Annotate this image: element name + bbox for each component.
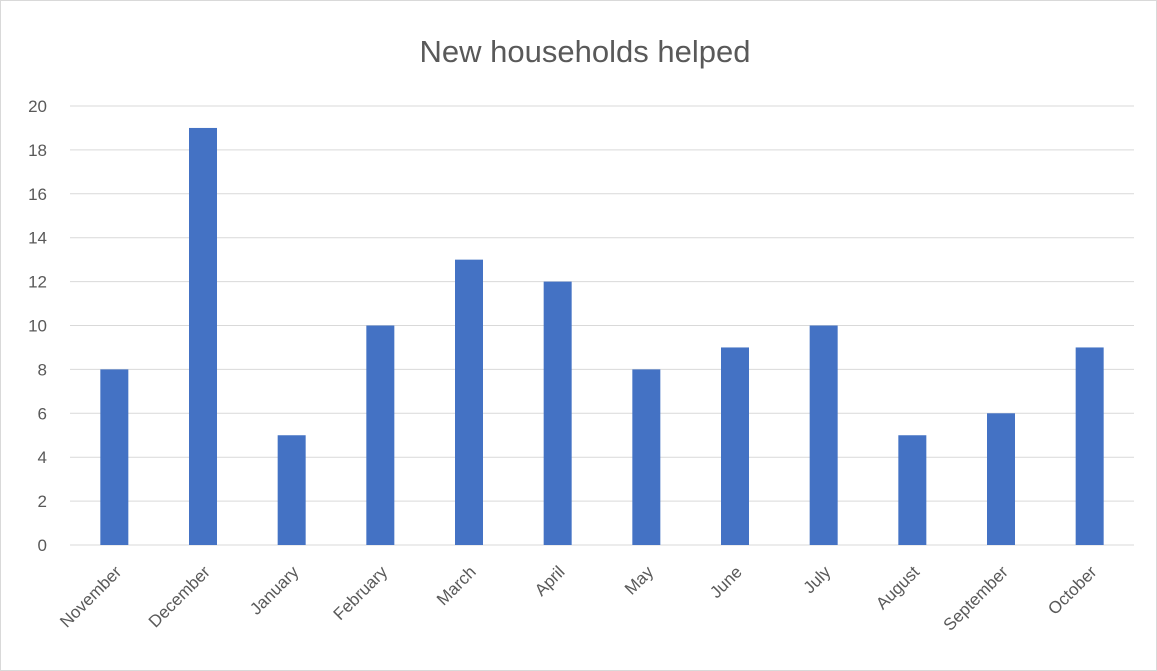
- x-category-label: August: [872, 562, 923, 613]
- bar-november: [100, 369, 129, 545]
- x-category-label: February: [330, 562, 392, 624]
- chart-title: New households helped: [420, 34, 751, 69]
- bar-september: [987, 413, 1015, 545]
- bar-july: [809, 325, 838, 545]
- x-category-label: November: [56, 562, 125, 631]
- bar-january: [277, 435, 306, 545]
- y-tick-label: 20: [28, 97, 47, 116]
- y-tick-label: 10: [28, 317, 47, 336]
- y-tick-label: 2: [38, 492, 47, 511]
- y-tick-label: 12: [28, 273, 47, 292]
- y-tick-label: 16: [28, 185, 47, 204]
- x-category-label: May: [621, 562, 657, 598]
- y-tick-label: 14: [28, 229, 47, 248]
- y-tick-label: 18: [28, 141, 47, 160]
- x-category-label: April: [531, 562, 568, 599]
- x-axis-category-labels: November December January February March Apri…: [56, 562, 1100, 635]
- bar-february: [366, 325, 395, 545]
- bar-march: [455, 259, 483, 545]
- bars: [100, 127, 1104, 545]
- x-category-label: March: [433, 562, 480, 609]
- x-category-label: September: [940, 562, 1012, 634]
- y-tick-label: 8: [38, 360, 47, 379]
- bar-october: [1075, 347, 1104, 545]
- bar-december: [189, 127, 217, 545]
- bar-april: [543, 281, 572, 545]
- x-category-label: December: [145, 562, 214, 631]
- x-category-label: October: [1044, 562, 1100, 618]
- gridlines: [70, 105, 1134, 546]
- bar-june: [721, 347, 749, 545]
- y-tick-label: 4: [38, 448, 47, 467]
- x-category-label: July: [800, 562, 835, 597]
- x-category-label: June: [706, 562, 746, 602]
- bar-may: [632, 369, 661, 545]
- bar-august: [898, 435, 927, 545]
- y-tick-label: 0: [38, 536, 47, 555]
- x-category-label: January: [246, 562, 303, 619]
- y-axis-tick-labels: 0 2 4 6 8 10 12 14 16 18 20: [28, 97, 47, 555]
- y-tick-label: 6: [38, 404, 47, 423]
